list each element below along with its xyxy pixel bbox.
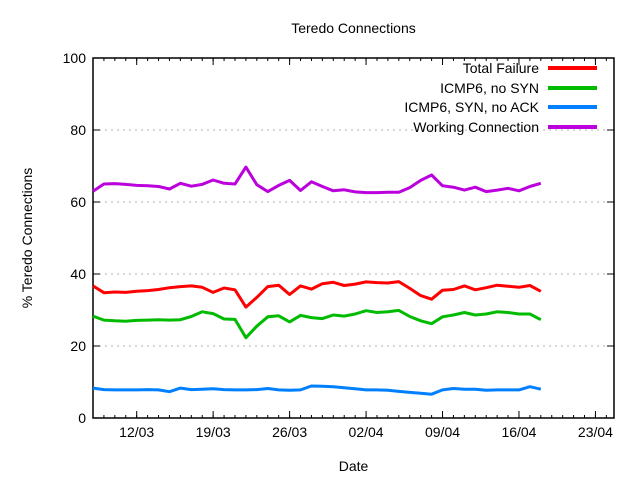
x-tick-label: 16/04 [501, 424, 536, 440]
series-line-working-connection [92, 165, 542, 195]
x-axis-label: Date [338, 458, 369, 474]
x-tick-label: 26/03 [272, 424, 307, 440]
chart-title: Teredo Connections [291, 20, 416, 36]
y-tick-label: 60 [70, 194, 86, 210]
legend-swatch [548, 85, 597, 90]
legend-label: ICMP6, SYN, no ACK [404, 99, 539, 116]
y-tick-label: 20 [70, 338, 86, 354]
x-tick-label: 12/03 [119, 424, 154, 440]
legend-label: ICMP6, no SYN [440, 79, 539, 96]
x-tick-label: 09/04 [425, 424, 460, 440]
y-tick-label: 0 [78, 410, 86, 426]
y-axis-label: % Teredo Connections [19, 167, 35, 309]
x-tick-label: 02/04 [349, 424, 384, 440]
series-line-icmp6-syn-no-ack [92, 384, 542, 396]
legend-swatch [548, 124, 597, 129]
legend-label: Working Connection [413, 118, 539, 135]
series-line-total-failure [92, 280, 542, 309]
legend-row: Total Failure [404, 58, 597, 78]
series-line-icmp6-no-syn [92, 308, 542, 340]
legend-row: Working Connection [404, 117, 597, 137]
y-tick-label: 80 [70, 122, 86, 138]
y-tick-label: 100 [63, 50, 87, 66]
y-tick-label: 40 [70, 266, 86, 282]
legend-row: ICMP6, SYN, no ACK [404, 97, 597, 117]
legend-swatch [548, 65, 597, 70]
legend-row: ICMP6, no SYN [404, 78, 597, 98]
plot-border [92, 57, 615, 419]
legend-label: Total Failure [462, 59, 539, 76]
legend: Total Failure ICMP6, no SYN ICMP6, SYN, no… [404, 58, 597, 137]
x-tick-label: 23/04 [578, 424, 613, 440]
x-tick-label: 19/03 [196, 424, 231, 440]
legend-swatch [548, 105, 597, 110]
